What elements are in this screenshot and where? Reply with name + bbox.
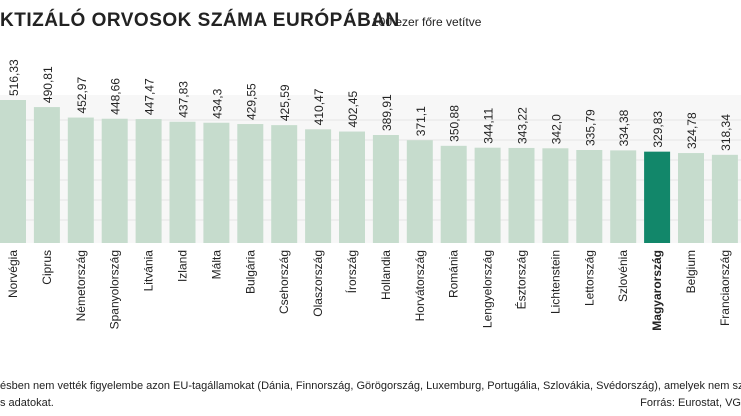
bar [576, 150, 603, 243]
bar [169, 121, 196, 243]
x-tick-label: Horvátország [413, 250, 427, 321]
value-label: 434,3 [210, 88, 224, 118]
x-tick-label: Bulgária [243, 250, 257, 294]
x-tick-label: Lichtenstein [548, 250, 562, 314]
bar [237, 124, 264, 243]
bar [440, 145, 467, 243]
bar [644, 151, 671, 243]
x-tick-label: Magyarország [650, 250, 664, 331]
bar [406, 140, 433, 243]
x-tick-label: Franciaország [718, 250, 732, 326]
bar [305, 129, 332, 243]
bar [542, 148, 569, 243]
value-label: 343,22 [516, 107, 530, 144]
bar [101, 118, 128, 243]
value-label: 389,91 [380, 94, 394, 131]
value-label: 344,11 [482, 108, 496, 144]
bar [339, 131, 365, 243]
x-tick-label: Málta [209, 250, 223, 280]
footnote: ésben nem vették figyelembe azon EU-tagá… [0, 380, 741, 392]
x-tick-label: Olaszország [311, 250, 325, 317]
bar [135, 119, 162, 243]
value-label: 447,47 [143, 78, 157, 115]
chart-title: KTIZÁLÓ ORVOSOK SZÁMA EURÓPÁBAN [0, 9, 400, 31]
source: Forrás: Eurostat, VG [640, 397, 741, 409]
x-tick-label: Csehország [277, 250, 291, 314]
x-tick-label: Németország [74, 250, 88, 321]
value-label: 410,47 [312, 88, 326, 125]
x-tick-label: Hollandia [379, 250, 393, 300]
x-tick-label: Szlovénia [616, 250, 630, 302]
chart-subtitle: 100 ezer főre vetítve [372, 15, 482, 29]
x-tick-label: Lettország [582, 250, 596, 306]
value-label: 452,97 [75, 77, 89, 114]
x-tick-label: Litvánia [142, 250, 156, 292]
value-label: 516,33 [7, 59, 21, 96]
bar [474, 147, 501, 243]
value-label: 425,59 [278, 84, 292, 121]
value-label: 335,79 [583, 109, 597, 146]
value-label: 490,81 [41, 66, 55, 103]
value-label: 334,38 [617, 109, 631, 146]
footnote: s adatokat. [0, 397, 54, 409]
bar [678, 153, 704, 243]
value-label: 324,78 [685, 112, 699, 149]
value-label: 448,66 [109, 78, 123, 115]
x-tick-label: Románia [447, 250, 461, 298]
bar [67, 117, 94, 243]
value-label: 342,0 [549, 114, 563, 144]
x-tick-label: Belgium [684, 250, 698, 293]
value-label: 371,1 [414, 106, 428, 136]
x-tick-label: Spanyolország [108, 250, 122, 329]
x-tick-label: Lengyelország [481, 250, 495, 328]
value-label: 318,34 [719, 114, 733, 151]
bar [33, 107, 60, 243]
x-tick-label: Ciprus [40, 250, 54, 285]
value-label: 402,45 [346, 91, 360, 128]
x-tick-label: Írország [344, 250, 359, 293]
bar [0, 100, 26, 243]
value-label: 429,55 [244, 83, 258, 120]
bar [271, 125, 298, 243]
bar [610, 150, 637, 243]
value-label: 437,83 [177, 81, 191, 118]
value-label: 329,83 [651, 111, 665, 148]
x-tick-label: Izland [176, 250, 190, 282]
bar [711, 154, 738, 243]
x-tick-label: Norvégia [6, 250, 20, 298]
bar [372, 135, 399, 243]
bar [508, 147, 535, 243]
x-tick-label: Észtország [514, 250, 529, 309]
value-label: 350,88 [448, 105, 462, 142]
bar [203, 122, 230, 243]
